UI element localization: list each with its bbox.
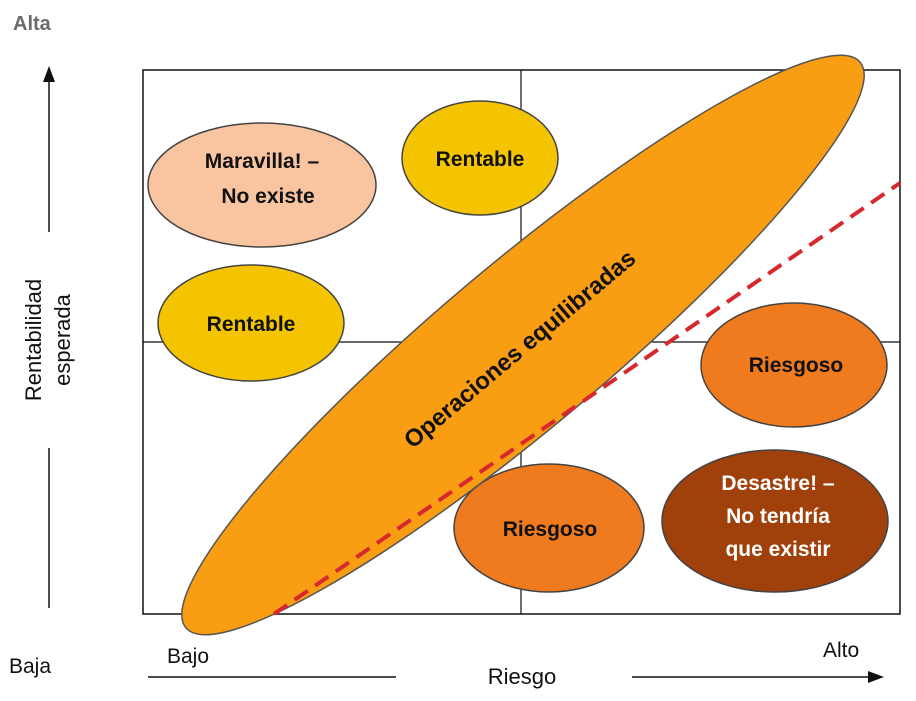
riesgoso-right-label: Riesgoso bbox=[749, 354, 844, 377]
riesgoso-bottom-bubble bbox=[453, 463, 645, 593]
desastre-bubble bbox=[661, 449, 889, 593]
y-axis-arrowhead bbox=[43, 66, 55, 82]
y-axis-bottom-label: Baja bbox=[9, 655, 51, 678]
rentable-top-bubble bbox=[401, 100, 559, 216]
maravilla-bubble bbox=[147, 122, 377, 248]
riesgoso-bottom-label: Riesgoso bbox=[503, 518, 598, 541]
maravilla-label-line2: No existe bbox=[221, 185, 314, 208]
desastre-label-line1: Desastre! – bbox=[721, 472, 835, 495]
x-axis-arrowhead bbox=[868, 671, 884, 683]
rentable-left-bubble bbox=[157, 264, 345, 382]
riesgoso-right-bubble bbox=[700, 302, 888, 428]
desastre-label-line2: No tendría bbox=[726, 505, 830, 528]
x-axis-right-label: Alto bbox=[823, 639, 859, 662]
y-axis-top-label: Alta bbox=[13, 13, 52, 35]
rentable-top-label: Rentable bbox=[436, 148, 525, 171]
x-axis-title: Riesgo bbox=[488, 664, 556, 689]
maravilla-label-line1: Maravilla! – bbox=[205, 150, 320, 173]
dashed-breakeven-line bbox=[272, 181, 902, 616]
x-axis-left-label: Bajo bbox=[167, 645, 209, 668]
y-axis-title-line2: esperada bbox=[50, 293, 75, 386]
y-axis-title-line1: Rentabilidad bbox=[21, 279, 46, 401]
rentable-left-label: Rentable bbox=[207, 313, 296, 336]
desastre-label-line3: que existir bbox=[725, 538, 830, 561]
